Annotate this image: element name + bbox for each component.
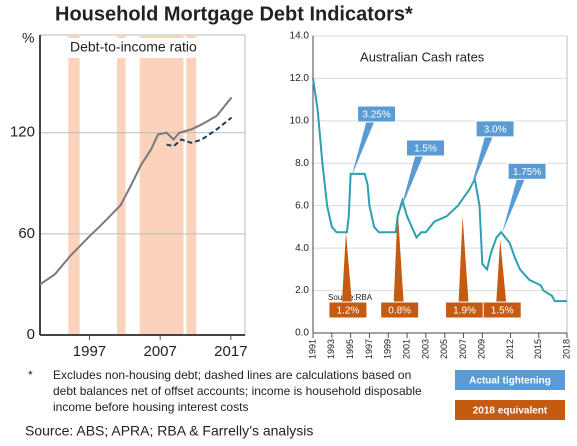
legend-box bbox=[455, 370, 565, 390]
x-tick-label: 2018 bbox=[561, 339, 571, 359]
callout-pointer bbox=[351, 121, 375, 177]
callout-box bbox=[482, 301, 522, 319]
data-line bbox=[312, 78, 567, 303]
legend-label: Actual tightening bbox=[469, 376, 551, 387]
y-tick-label: 14.0 bbox=[290, 31, 310, 42]
callout-pointer bbox=[458, 216, 469, 303]
x-tick-label: 2007 bbox=[458, 339, 468, 359]
x-tick-label: 2007 bbox=[143, 343, 176, 360]
y-tick-label: 60 bbox=[18, 225, 35, 242]
callout-box bbox=[357, 105, 397, 123]
callout-label: 3.25% bbox=[362, 110, 390, 121]
callout-pointer bbox=[393, 209, 404, 303]
callout-label: 3.0% bbox=[484, 125, 507, 136]
callout-box bbox=[328, 301, 368, 319]
legend-box bbox=[455, 400, 565, 420]
x-tick-label: 2012 bbox=[505, 339, 515, 359]
callout-box bbox=[405, 139, 445, 157]
page-title: Household Mortgage Debt Indicators* bbox=[55, 3, 413, 25]
y-tick-label: 6.0 bbox=[295, 200, 309, 211]
x-tick-label: 2001 bbox=[401, 339, 411, 359]
callout-pointer bbox=[470, 135, 494, 191]
callout-pointer bbox=[400, 154, 424, 210]
data-line bbox=[166, 116, 233, 148]
footnote-line: Excludes non-housing debt; dashed lines … bbox=[53, 368, 411, 382]
chart-title: Australian Cash rates bbox=[360, 49, 485, 64]
y-axis-label: % bbox=[22, 30, 34, 46]
x-tick-label: 1991 bbox=[307, 339, 317, 359]
x-tick-label: 2005 bbox=[439, 339, 449, 359]
callout-label: 1.9% bbox=[453, 306, 476, 317]
y-tick-label: 12.0 bbox=[290, 73, 310, 84]
footnote-line: income before housing interest costs bbox=[53, 400, 248, 414]
x-tick-label: 2003 bbox=[420, 339, 430, 359]
footnote-marker: * bbox=[28, 368, 33, 382]
callout-label: 0.8% bbox=[388, 306, 411, 317]
x-tick-label: 2015 bbox=[533, 339, 543, 359]
y-tick-label: 4.0 bbox=[295, 243, 309, 254]
shaded-period bbox=[139, 35, 184, 335]
y-tick-label: 8.0 bbox=[295, 158, 309, 169]
callout-label: 1.75% bbox=[513, 167, 541, 178]
source: Source: ABS; APRA; RBA & Farrelly’s anal… bbox=[25, 423, 313, 439]
data-line bbox=[39, 96, 233, 286]
shaded-period bbox=[68, 35, 80, 335]
y-tick-label: 0 bbox=[27, 326, 35, 343]
callout-pointer bbox=[341, 232, 352, 303]
callout-pointer bbox=[496, 239, 507, 303]
callout-label: 1.2% bbox=[337, 306, 360, 317]
title-bg bbox=[66, 38, 198, 58]
footnote-line: debt balances net of offset accounts; in… bbox=[53, 384, 422, 398]
shaded-period bbox=[186, 35, 197, 335]
plot-frame bbox=[312, 35, 568, 334]
y-tick-label: 10.0 bbox=[290, 115, 310, 126]
shaded-period bbox=[117, 35, 126, 335]
x-tick-label: 1995 bbox=[345, 339, 355, 359]
y-tick-label: 0.0 bbox=[295, 328, 309, 339]
chart-title: Debt-to-income ratio bbox=[70, 39, 197, 55]
callout-pointer bbox=[502, 178, 526, 234]
x-tick-label: 1999 bbox=[383, 339, 393, 359]
x-tick-label: 1997 bbox=[73, 343, 106, 360]
callout-label: 1.5% bbox=[491, 306, 514, 317]
callout-box bbox=[380, 301, 420, 319]
callout-box bbox=[507, 162, 547, 180]
legend-label: 2018 equivalent bbox=[473, 406, 548, 417]
callout-label: 1.5% bbox=[414, 144, 437, 155]
y-tick-label: 2.0 bbox=[295, 285, 309, 296]
callout-box bbox=[475, 120, 515, 138]
x-tick-label: 2017 bbox=[214, 343, 247, 360]
y-tick-label: 120 bbox=[10, 124, 35, 141]
x-tick-label: 2009 bbox=[477, 339, 487, 359]
x-tick-label: 1993 bbox=[326, 339, 336, 359]
x-tick-label: 1997 bbox=[364, 339, 374, 359]
